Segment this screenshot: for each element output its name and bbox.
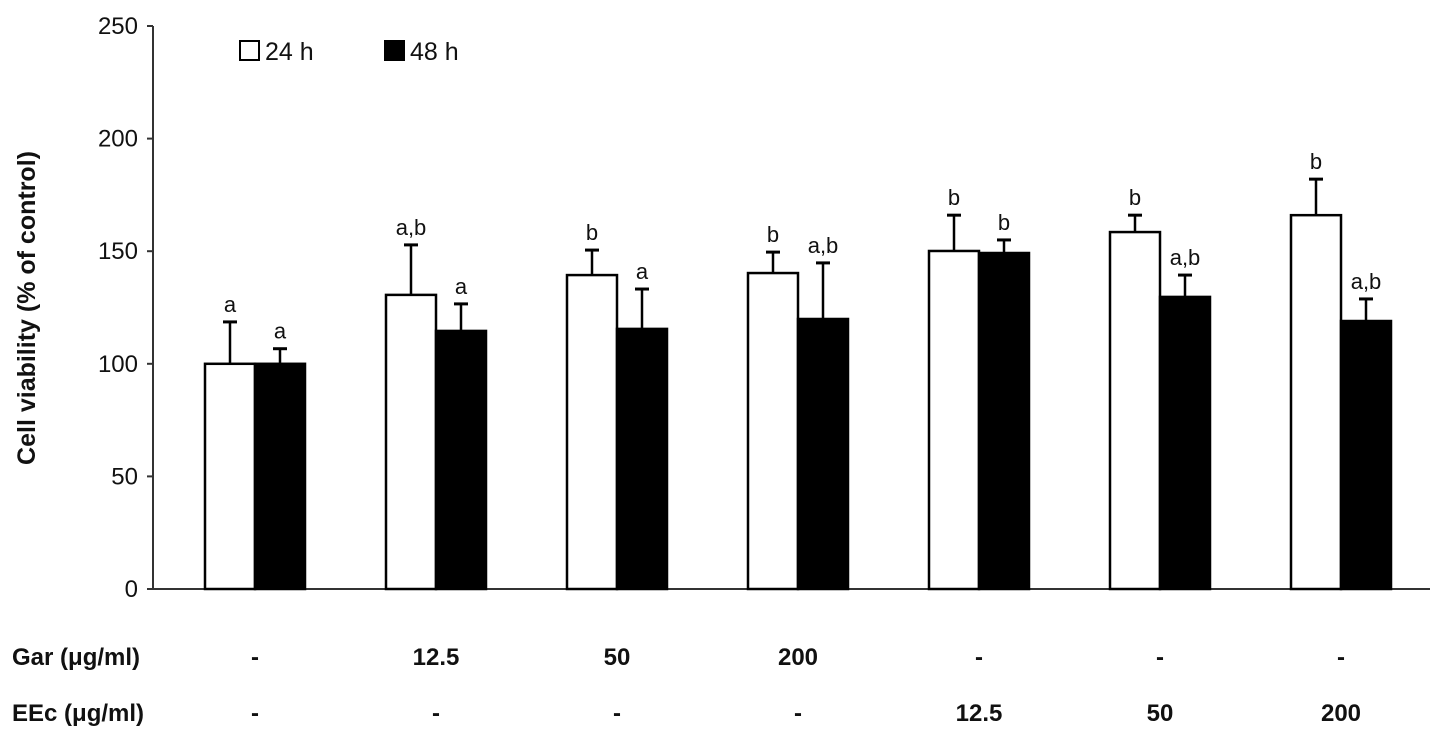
eec-value: 50: [1147, 700, 1174, 727]
bar-48h: [1158, 295, 1212, 591]
y-tick-label: 150: [98, 238, 138, 265]
bar-48h: [1339, 319, 1393, 591]
significance-label: a: [224, 292, 237, 317]
legend-swatch-48h: [384, 40, 405, 61]
gar-value: -: [251, 644, 259, 671]
significance-label: a,b: [1351, 269, 1382, 294]
significance-label: a: [636, 259, 649, 284]
bar-48h: [434, 329, 488, 591]
bar-48h: [615, 327, 669, 591]
eec-value: 200: [1321, 700, 1361, 727]
significance-label: b: [586, 220, 598, 245]
bar-48h: [796, 317, 850, 591]
bar-24h: [1289, 213, 1343, 591]
eec-value: -: [794, 700, 802, 727]
gar-value: -: [1337, 644, 1345, 671]
gar-value: -: [1156, 644, 1164, 671]
eec-value: -: [251, 700, 259, 727]
y-axis-label: Cell viability (% of control): [13, 151, 41, 465]
significance-label: b: [948, 185, 960, 210]
gar-value: 12.5: [413, 644, 460, 671]
row-label-eec: EEc (μg/ml): [12, 700, 144, 727]
legend-swatch-24h: [239, 40, 260, 61]
significance-label: b: [998, 210, 1010, 235]
significance-label: a,b: [1170, 245, 1201, 270]
significance-label: a: [455, 274, 468, 299]
significance-label: a: [274, 319, 287, 344]
y-tick-label: 250: [98, 13, 138, 40]
significance-label: a,b: [396, 215, 427, 240]
bar-24h: [1108, 230, 1162, 591]
gar-value: 50: [604, 644, 631, 671]
legend-label-24h: 24 h: [265, 38, 314, 66]
bar-24h: [746, 271, 800, 591]
bar-24h: [927, 249, 981, 591]
legend-label-48h: 48 h: [410, 38, 459, 66]
row-label-gar: Gar (μg/ml): [12, 644, 140, 671]
gar-value: -: [975, 644, 983, 671]
bar-24h: [384, 293, 438, 591]
eec-value: -: [613, 700, 621, 727]
bar-24h: [203, 362, 257, 591]
bar-24h: [565, 273, 619, 591]
y-tick-label: 0: [125, 576, 138, 603]
eec-value: -: [432, 700, 440, 727]
y-tick-label: 100: [98, 351, 138, 378]
significance-label: b: [767, 222, 779, 247]
bar-48h: [253, 362, 307, 591]
eec-value: 12.5: [956, 700, 1003, 727]
gar-value: 200: [778, 644, 818, 671]
significance-label: b: [1129, 185, 1141, 210]
legend: 24 h 48 h: [239, 38, 459, 66]
y-tick-label: 50: [111, 463, 138, 490]
significance-label: b: [1310, 149, 1322, 174]
bar-48h: [977, 251, 1031, 591]
y-tick-label: 200: [98, 126, 138, 153]
significance-label: a,b: [808, 233, 839, 258]
